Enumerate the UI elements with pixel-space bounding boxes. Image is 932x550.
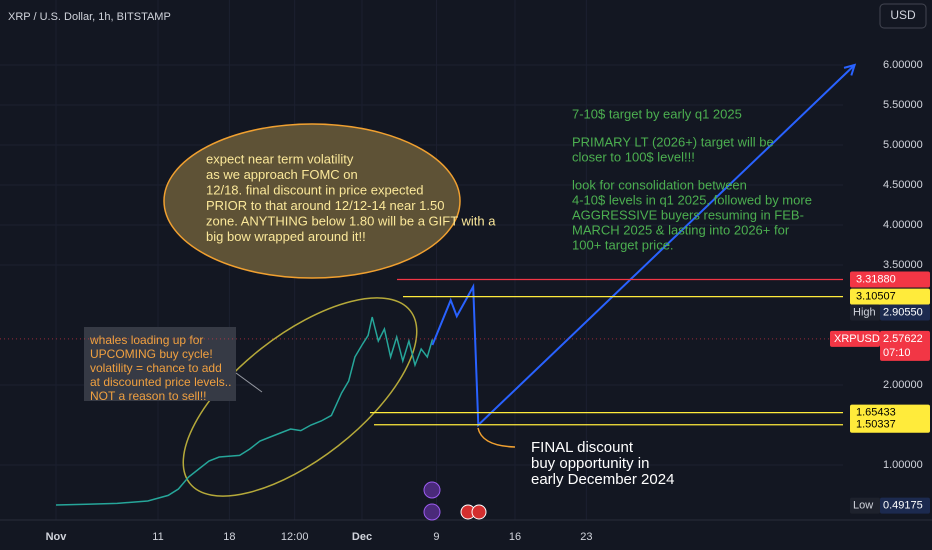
symbol-label: XRPUSD — [834, 333, 880, 345]
annotation-ellipse — [163, 123, 461, 279]
annotation-text: 7-10$ target by early q1 2025 — [572, 106, 742, 121]
chart-title: XRP / U.S. Dollar, 1h, BITSTAMP — [8, 11, 171, 23]
annotation-text: NOT a reason to sell!! — [90, 389, 207, 403]
projection-arrowhead — [843, 63, 857, 76]
annotation-text: whales loading up for — [89, 333, 203, 347]
annotation-text: PRIMARY LT (2026+) target will be — [572, 134, 774, 149]
event-icon[interactable] — [423, 503, 441, 521]
countdown: 07:10 — [883, 347, 911, 359]
x-tick-label: 23 — [580, 531, 592, 543]
event-icon[interactable] — [423, 481, 441, 499]
x-tick-label: 11 — [152, 531, 163, 543]
x-tick-label: 18 — [223, 531, 235, 543]
annotation-text: 100+ target price. — [572, 237, 674, 252]
y-tick-label: 5.50000 — [883, 99, 923, 111]
annotation-text: 4-10$ levels in q1 2025, followed by mor… — [572, 192, 812, 207]
annotation-text: 12/18. final discount in price expected — [206, 182, 424, 197]
price-tag-label: 2.57622 — [883, 333, 923, 345]
annotation-text: PRIOR to that around 12/12-14 near 1.50 — [206, 198, 445, 213]
annotation-text: as we approach FOMC on — [206, 167, 358, 182]
price-tag-label: 0.49175 — [883, 500, 923, 512]
price-tag — [850, 271, 930, 288]
annotation-pointer — [235, 372, 263, 393]
price-tag — [880, 497, 930, 514]
extreme-tag — [850, 304, 880, 321]
annotation-text: early December 2024 — [531, 471, 674, 488]
x-tick-label: Dec — [352, 531, 372, 543]
event-icon[interactable] — [471, 504, 487, 520]
y-tick-label: 4.00000 — [883, 219, 923, 231]
annotation-text: volatility = chance to add — [90, 361, 222, 375]
annotation-text: AGGRESSIVE buyers resuming in FEB- — [572, 207, 804, 222]
price-tag-label: 1.50337 — [856, 419, 896, 431]
price-tag — [850, 288, 930, 305]
symbol-tag — [830, 330, 880, 347]
annotation-text: expect near term volatility — [206, 151, 354, 166]
price-tag — [880, 304, 930, 321]
currency-button[interactable] — [879, 3, 927, 29]
y-tick-label: 2.00000 — [883, 379, 923, 391]
x-tick-label: 12:00 — [281, 531, 309, 543]
annotation-pointer — [477, 427, 516, 448]
extreme-tag — [850, 497, 880, 514]
annotation-text: big bow wrapped around it!! — [206, 229, 366, 244]
currency-label[interactable]: USD — [890, 8, 916, 22]
annotation-text: closer to 100$ level!!! — [572, 149, 695, 164]
y-tick-label: 6.00000 — [883, 59, 923, 71]
x-tick-label: 16 — [509, 531, 521, 543]
annotation-text: zone. ANYTHING below 1.80 will be a GIFT… — [206, 213, 496, 228]
extreme-name: Low — [853, 500, 873, 512]
price-tag-label: 2.90550 — [883, 306, 923, 318]
y-tick-label: 3.50000 — [883, 259, 923, 271]
annotation-text: UPCOMING buy cycle! — [90, 347, 213, 361]
y-tick-label: 1.00000 — [883, 459, 923, 471]
extreme-name: High — [853, 306, 876, 318]
x-tick-label: 9 — [433, 531, 439, 543]
annotation-ellipse — [182, 297, 418, 497]
price-line — [55, 316, 434, 506]
annotation-text: look for consolidation between — [572, 177, 747, 192]
price-tag — [850, 416, 930, 433]
x-tick-label: Nov — [46, 531, 68, 543]
annotation-text: at discounted price levels.. — [90, 375, 231, 389]
annotation-text: FINAL discount — [531, 439, 634, 456]
y-tick-label: 4.50000 — [883, 179, 923, 191]
price-tag-label: 1.65433 — [856, 407, 896, 419]
price-tag — [880, 330, 930, 361]
y-tick-label: 5.00000 — [883, 139, 923, 151]
annotation-text: MARCH 2025 & lasting into 2026+ for — [572, 222, 790, 237]
price-tag — [850, 404, 930, 421]
projection-line — [431, 64, 856, 428]
price-tag-label: 3.10507 — [856, 291, 896, 303]
annotation-text: buy opportunity in — [531, 455, 649, 472]
price-tag-label: 3.31880 — [856, 273, 896, 285]
